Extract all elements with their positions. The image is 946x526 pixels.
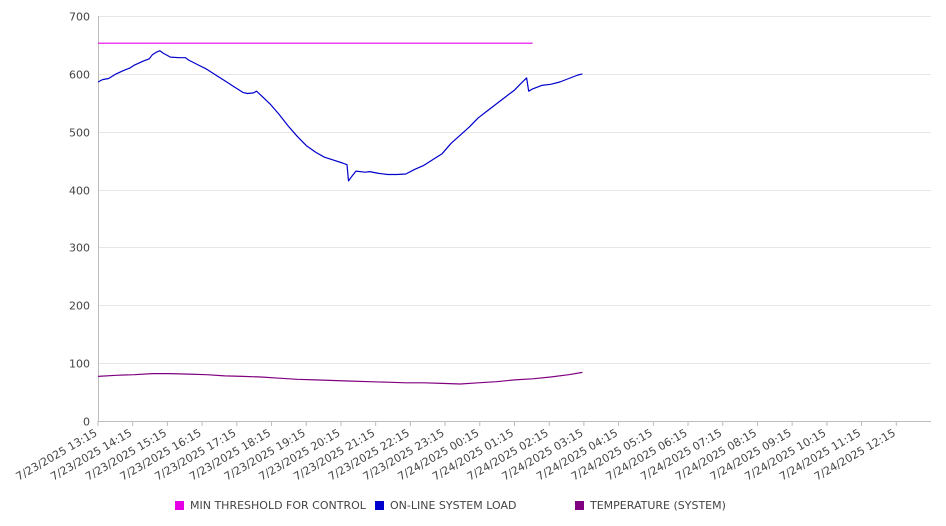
y-tick-label: 500 bbox=[69, 127, 90, 140]
legend-item-system-load[interactable]: ON-LINE SYSTEM LOAD bbox=[375, 497, 516, 513]
legend-item-temperature[interactable]: TEMPERATURE (SYSTEM) bbox=[575, 497, 726, 513]
y-tick-label: 100 bbox=[69, 358, 90, 371]
y-tick-label: 200 bbox=[69, 300, 90, 313]
axes bbox=[97, 16, 931, 426]
y-tick-label: 600 bbox=[69, 69, 90, 82]
legend-label-min-threshold: MIN THRESHOLD FOR CONTROL bbox=[190, 498, 366, 512]
legend-label-temperature: TEMPERATURE (SYSTEM) bbox=[590, 498, 726, 512]
line-chart: 0 100 200 300 400 500 600 700 7/23/2025 13:157/… bbox=[14, 11, 931, 483]
legend-swatch-temperature bbox=[575, 500, 584, 510]
y-tick-label: 400 bbox=[69, 185, 90, 198]
series-lines bbox=[98, 42, 583, 385]
legend-item-min-threshold[interactable]: MIN THRESHOLD FOR CONTROL bbox=[175, 497, 366, 513]
series-line-system-load bbox=[98, 50, 583, 182]
legend: MIN THRESHOLD FOR CONTROL ON-LINE SYSTEM… bbox=[0, 497, 946, 517]
x-tick-labels: 7/23/2025 13:157/23/2025 14:157/23/2025 … bbox=[14, 426, 898, 483]
y-tick-label: 300 bbox=[69, 242, 90, 255]
gridlines bbox=[98, 16, 931, 364]
y-tick-label: 0 bbox=[83, 416, 90, 429]
series-line-temperature bbox=[98, 371, 583, 385]
legend-swatch-system-load bbox=[375, 500, 384, 510]
legend-label-system-load: ON-LINE SYSTEM LOAD bbox=[390, 498, 517, 512]
y-tick-label: 700 bbox=[69, 11, 90, 24]
legend-swatch-min-threshold bbox=[175, 500, 184, 510]
y-tick-labels: 0 100 200 300 400 500 600 700 bbox=[69, 11, 90, 429]
